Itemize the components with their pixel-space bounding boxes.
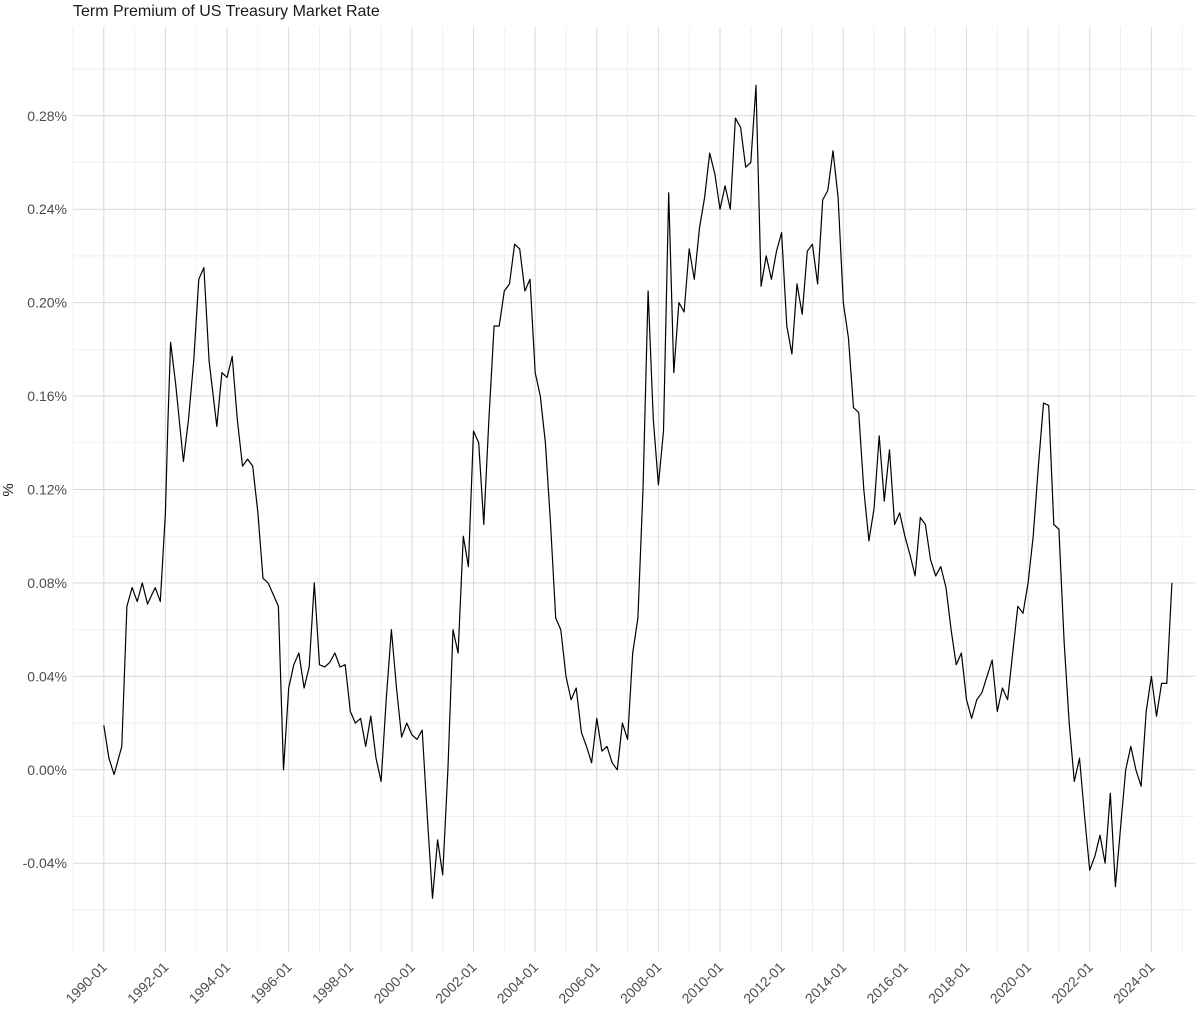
x-tick-label: 2000-01 [370, 959, 418, 1007]
x-tick-label: 1992-01 [124, 959, 172, 1007]
x-tick-label: 2010-01 [678, 959, 726, 1007]
y-tick-label: 0.24% [27, 201, 67, 217]
x-tick-label: 2008-01 [617, 959, 665, 1007]
x-tick-label: 2022-01 [1048, 959, 1096, 1007]
y-tick-labels: -0.04% 0.00% 0.04% 0.08% 0.12% 0.16% 0.20% 0.24… [23, 108, 67, 871]
y-tick-label: 0.20% [27, 295, 67, 311]
x-tick-label: 2018-01 [925, 959, 973, 1007]
x-tick-label: 2012-01 [740, 959, 788, 1007]
x-tick-label: 1990-01 [62, 959, 110, 1007]
grid-minor [72, 27, 1195, 952]
y-tick-label: 0.08% [27, 575, 67, 591]
y-axis-label: % [0, 483, 17, 496]
x-tick-label: 1998-01 [309, 959, 357, 1007]
y-tick-label: 0.28% [27, 108, 67, 124]
y-tick-label: 0.12% [27, 482, 67, 498]
y-tick-label: 0.04% [27, 668, 67, 684]
x-tick-label: 2014-01 [802, 959, 850, 1007]
y-tick-label: 0.00% [27, 762, 67, 778]
x-tick-label: 1994-01 [186, 959, 234, 1007]
grid-major [73, 27, 1195, 952]
series-line [103, 84, 1173, 899]
x-tick-label: 1996-01 [247, 959, 295, 1007]
x-tick-label: 2002-01 [432, 959, 480, 1007]
series-layer [103, 84, 1173, 899]
y-tick-label: -0.04% [23, 855, 67, 871]
x-tick-label: 2024-01 [1110, 959, 1158, 1007]
chart-title: Term Premium of US Treasury Market Rate [73, 3, 380, 20]
x-tick-label: 2006-01 [555, 959, 603, 1007]
x-tick-label: 2020-01 [987, 959, 1035, 1007]
x-tick-labels: 1990-01 1992-01 1994-01 1996-01 1998-01 2000-… [62, 959, 1157, 1007]
x-tick-label: 2016-01 [863, 959, 911, 1007]
y-tick-label: 0.16% [27, 388, 67, 404]
x-tick-label: 2004-01 [494, 959, 542, 1007]
